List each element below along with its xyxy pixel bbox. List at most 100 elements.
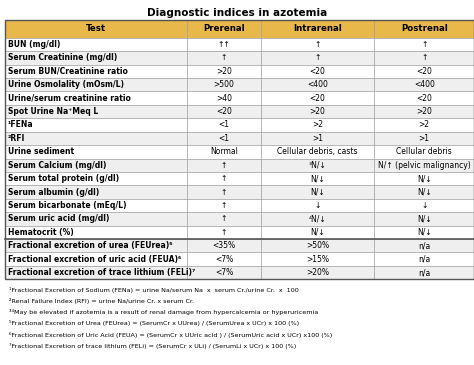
Text: ¹FENa: ¹FENa xyxy=(8,120,33,130)
FancyBboxPatch shape xyxy=(5,239,187,253)
FancyBboxPatch shape xyxy=(187,172,261,185)
Text: Postrenal: Postrenal xyxy=(401,24,447,34)
FancyBboxPatch shape xyxy=(187,212,261,226)
FancyBboxPatch shape xyxy=(261,65,374,78)
Text: ↑: ↑ xyxy=(421,53,428,62)
FancyBboxPatch shape xyxy=(187,118,261,132)
FancyBboxPatch shape xyxy=(261,253,374,266)
Text: Urine sediment: Urine sediment xyxy=(8,147,74,156)
Text: <20: <20 xyxy=(216,107,232,116)
FancyBboxPatch shape xyxy=(374,105,474,118)
FancyBboxPatch shape xyxy=(187,65,261,78)
Text: ↑: ↑ xyxy=(314,53,321,62)
Text: >1: >1 xyxy=(312,134,323,143)
Text: Cellular debris: Cellular debris xyxy=(396,147,452,156)
Text: ⁶Fractional Excretion of Uric Acid (FEUA) = (SerumCr x UUric acid ) / (SerumUric: ⁶Fractional Excretion of Uric Acid (FEUA… xyxy=(9,332,333,338)
Text: n/a: n/a xyxy=(418,268,430,277)
FancyBboxPatch shape xyxy=(187,199,261,212)
FancyBboxPatch shape xyxy=(261,78,374,92)
FancyBboxPatch shape xyxy=(5,212,187,226)
FancyBboxPatch shape xyxy=(187,105,261,118)
Text: Fractional excretion of trace lithium (FELi)⁷: Fractional excretion of trace lithium (F… xyxy=(8,268,195,277)
Text: Spot Urine Na⁺Meq L: Spot Urine Na⁺Meq L xyxy=(8,107,98,116)
Text: <400: <400 xyxy=(414,80,435,89)
Text: Serum Creatinine (mg/dl): Serum Creatinine (mg/dl) xyxy=(8,53,117,62)
Text: <20: <20 xyxy=(416,67,432,76)
FancyBboxPatch shape xyxy=(261,145,374,158)
FancyBboxPatch shape xyxy=(261,38,374,51)
Text: N/↓: N/↓ xyxy=(310,174,325,183)
Text: Cellular debris, casts: Cellular debris, casts xyxy=(277,147,358,156)
Text: <1: <1 xyxy=(219,120,229,130)
FancyBboxPatch shape xyxy=(5,51,187,65)
FancyBboxPatch shape xyxy=(374,20,474,38)
Text: ⁴N/↓: ⁴N/↓ xyxy=(309,214,327,223)
FancyBboxPatch shape xyxy=(374,78,474,92)
Text: <400: <400 xyxy=(307,80,328,89)
FancyBboxPatch shape xyxy=(261,51,374,65)
FancyBboxPatch shape xyxy=(374,118,474,132)
Text: ↑: ↑ xyxy=(221,53,227,62)
Text: ↑: ↑ xyxy=(221,161,227,170)
FancyBboxPatch shape xyxy=(374,266,474,279)
FancyBboxPatch shape xyxy=(5,38,187,51)
FancyBboxPatch shape xyxy=(374,158,474,172)
FancyBboxPatch shape xyxy=(5,65,187,78)
Text: ⁷Fractional Excretion of trace lithium (FELi) = (SerumCr x ULi) / (SerumLi x UCr: ⁷Fractional Excretion of trace lithium (… xyxy=(9,343,297,349)
FancyBboxPatch shape xyxy=(187,185,261,199)
Text: N/↓: N/↓ xyxy=(310,188,325,196)
FancyBboxPatch shape xyxy=(187,253,261,266)
Text: N/↓: N/↓ xyxy=(417,174,432,183)
Text: n/a: n/a xyxy=(418,255,430,264)
Text: >40: >40 xyxy=(216,94,232,103)
FancyBboxPatch shape xyxy=(5,145,187,158)
Text: ↑: ↑ xyxy=(314,40,321,49)
FancyBboxPatch shape xyxy=(187,78,261,92)
Text: >2: >2 xyxy=(312,120,323,130)
FancyBboxPatch shape xyxy=(261,212,374,226)
FancyBboxPatch shape xyxy=(5,78,187,92)
Text: N/↓: N/↓ xyxy=(310,228,325,237)
FancyBboxPatch shape xyxy=(187,38,261,51)
FancyBboxPatch shape xyxy=(187,92,261,105)
Text: <7%: <7% xyxy=(215,255,233,264)
FancyBboxPatch shape xyxy=(187,239,261,253)
FancyBboxPatch shape xyxy=(187,226,261,239)
Text: Test: Test xyxy=(86,24,106,34)
Text: Normal: Normal xyxy=(210,147,238,156)
Text: ↑: ↑ xyxy=(221,174,227,183)
FancyBboxPatch shape xyxy=(374,253,474,266)
FancyBboxPatch shape xyxy=(5,199,187,212)
FancyBboxPatch shape xyxy=(187,145,261,158)
Text: Urine/serum creatinine ratio: Urine/serum creatinine ratio xyxy=(8,94,130,103)
FancyBboxPatch shape xyxy=(261,105,374,118)
FancyBboxPatch shape xyxy=(5,20,187,38)
Text: ³⁴May be elevated if azotemia is a result of renal damage from hypercalcemia or : ³⁴May be elevated if azotemia is a resul… xyxy=(9,309,319,315)
FancyBboxPatch shape xyxy=(187,132,261,145)
FancyBboxPatch shape xyxy=(374,145,474,158)
FancyBboxPatch shape xyxy=(261,172,374,185)
Text: Fractional excretion of uric acid (FEUA)⁶: Fractional excretion of uric acid (FEUA)… xyxy=(8,255,181,264)
Text: n/a: n/a xyxy=(418,241,430,250)
FancyBboxPatch shape xyxy=(261,20,374,38)
Text: >20%: >20% xyxy=(306,268,329,277)
Text: Serum uric acid (mg/dl): Serum uric acid (mg/dl) xyxy=(8,214,109,223)
Text: N/↓: N/↓ xyxy=(417,228,432,237)
Text: ↑: ↑ xyxy=(421,40,428,49)
Text: Diagnostic indices in azotemia: Diagnostic indices in azotemia xyxy=(147,8,327,18)
FancyBboxPatch shape xyxy=(5,92,187,105)
FancyBboxPatch shape xyxy=(261,92,374,105)
FancyBboxPatch shape xyxy=(374,132,474,145)
Text: ³N/↓: ³N/↓ xyxy=(309,161,327,170)
FancyBboxPatch shape xyxy=(187,51,261,65)
Text: N/↓: N/↓ xyxy=(417,188,432,196)
FancyBboxPatch shape xyxy=(374,185,474,199)
Text: <7%: <7% xyxy=(215,268,233,277)
FancyBboxPatch shape xyxy=(5,105,187,118)
Text: Serum BUN/Creatinine ratio: Serum BUN/Creatinine ratio xyxy=(8,67,128,76)
FancyBboxPatch shape xyxy=(374,226,474,239)
FancyBboxPatch shape xyxy=(187,20,261,38)
Text: ↑: ↑ xyxy=(221,228,227,237)
FancyBboxPatch shape xyxy=(187,158,261,172)
FancyBboxPatch shape xyxy=(5,226,187,239)
